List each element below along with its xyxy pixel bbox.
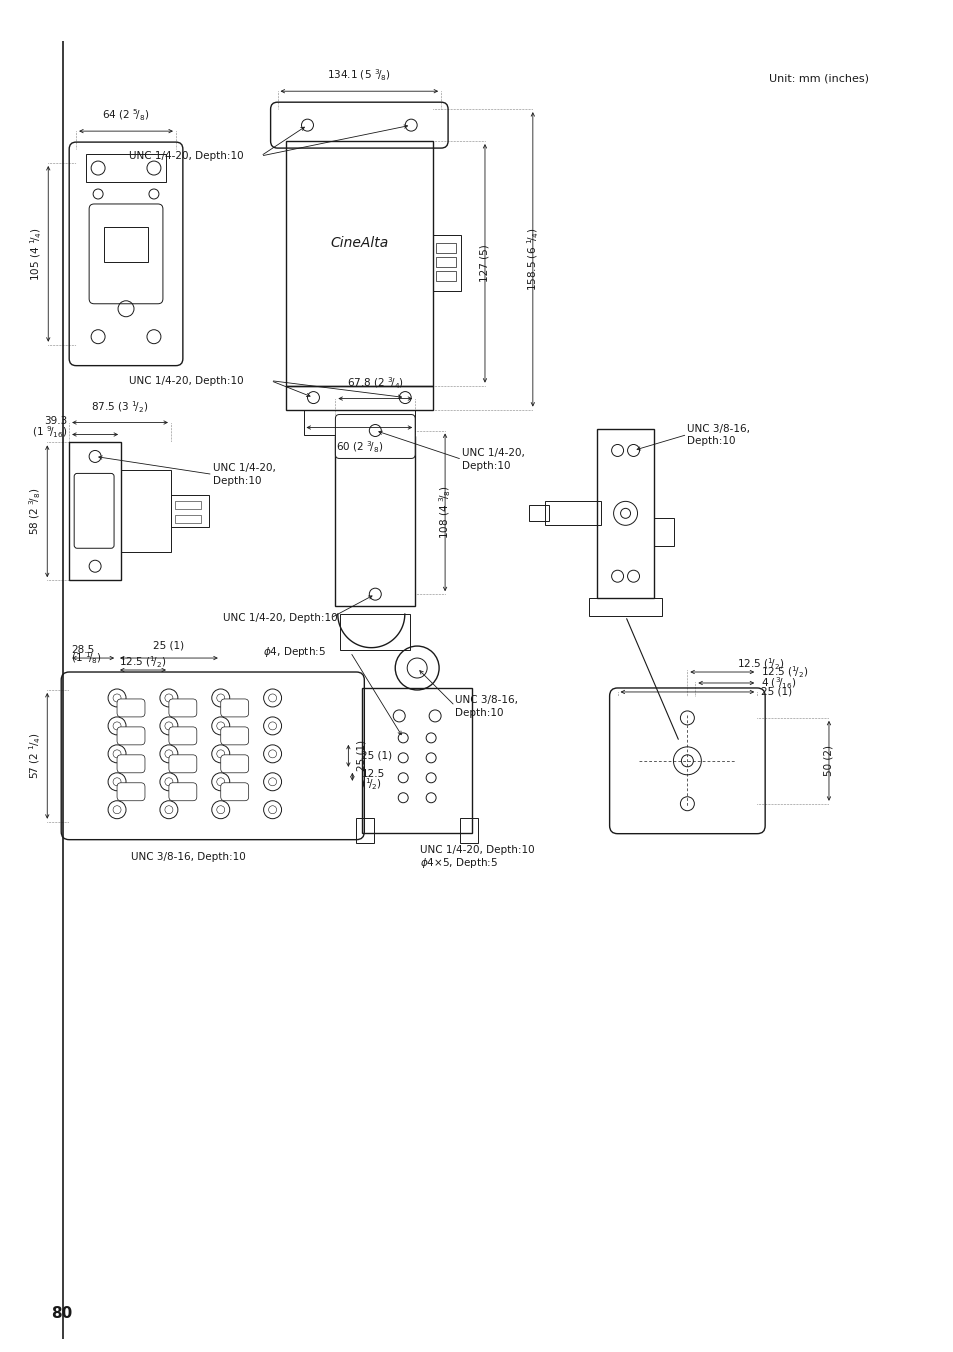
FancyBboxPatch shape xyxy=(117,727,145,745)
Text: UNC 3/8-16,: UNC 3/8-16, xyxy=(455,695,517,704)
FancyBboxPatch shape xyxy=(169,754,196,773)
Bar xyxy=(436,257,456,266)
Text: (1 $^1\!/_8$): (1 $^1\!/_8$) xyxy=(71,650,102,667)
FancyBboxPatch shape xyxy=(271,103,448,149)
Text: 158.5 (6 $^1\!/_4$): 158.5 (6 $^1\!/_4$) xyxy=(524,227,540,291)
Text: 108 (4 $^3\!/_8$): 108 (4 $^3\!/_8$) xyxy=(436,485,453,539)
FancyBboxPatch shape xyxy=(117,699,145,717)
Bar xyxy=(436,243,456,253)
Bar xyxy=(544,502,600,526)
Text: 60 (2 $^3\!/_8$): 60 (2 $^3\!/_8$) xyxy=(335,439,383,454)
Text: 105 (4 $^1\!/_4$): 105 (4 $^1\!/_4$) xyxy=(29,227,44,281)
Text: Depth:10: Depth:10 xyxy=(213,476,261,487)
Text: ($^1\!/_2$): ($^1\!/_2$) xyxy=(361,777,382,792)
Text: 57 (2 $^1\!/_4$): 57 (2 $^1\!/_4$) xyxy=(28,733,43,779)
Bar xyxy=(171,495,209,527)
Text: Depth:10: Depth:10 xyxy=(687,437,735,446)
Text: 50 (2): 50 (2) xyxy=(823,745,833,776)
Bar xyxy=(528,506,548,522)
FancyBboxPatch shape xyxy=(89,204,163,304)
FancyBboxPatch shape xyxy=(61,672,364,840)
Bar xyxy=(303,410,415,435)
Bar xyxy=(285,141,433,385)
FancyBboxPatch shape xyxy=(117,783,145,800)
FancyBboxPatch shape xyxy=(220,754,249,773)
Text: $\phi$4×5, Depth:5: $\phi$4×5, Depth:5 xyxy=(419,856,497,869)
Text: CineAlta: CineAlta xyxy=(330,235,388,250)
Bar xyxy=(436,270,456,281)
Text: UNC 1/4-20,: UNC 1/4-20, xyxy=(461,449,524,458)
Text: Unit: mm (inches): Unit: mm (inches) xyxy=(768,73,868,84)
Text: 25 (1): 25 (1) xyxy=(356,741,366,772)
Text: 12.5: 12.5 xyxy=(361,769,384,779)
FancyBboxPatch shape xyxy=(335,415,415,458)
Text: $\phi$4, Depth:5: $\phi$4, Depth:5 xyxy=(262,645,325,658)
Text: 87.5 (3 $^1\!/_2$): 87.5 (3 $^1\!/_2$) xyxy=(91,399,149,415)
FancyBboxPatch shape xyxy=(220,783,249,800)
Text: UNC 1/4-20, Depth:10: UNC 1/4-20, Depth:10 xyxy=(129,376,243,385)
Text: 67.8 (2 $^3\!/_4$): 67.8 (2 $^3\!/_4$) xyxy=(346,376,403,391)
FancyBboxPatch shape xyxy=(117,754,145,773)
FancyBboxPatch shape xyxy=(169,699,196,717)
Text: UNC 1/4-20, Depth:10: UNC 1/4-20, Depth:10 xyxy=(222,612,337,623)
Bar xyxy=(433,235,460,291)
Text: 64 (2 $^5\!/_8$): 64 (2 $^5\!/_8$) xyxy=(102,108,150,123)
Bar xyxy=(86,154,166,183)
Bar xyxy=(340,614,410,650)
Text: 12.5 ($^1\!/_2$): 12.5 ($^1\!/_2$) xyxy=(760,664,808,680)
Bar xyxy=(174,502,200,510)
FancyBboxPatch shape xyxy=(609,688,764,834)
Bar xyxy=(596,429,654,598)
FancyBboxPatch shape xyxy=(169,783,196,800)
Bar xyxy=(70,442,121,580)
Text: (1 $^9\!/_{16}$): (1 $^9\!/_{16}$) xyxy=(31,425,67,441)
Text: UNC 3/8-16, Depth:10: UNC 3/8-16, Depth:10 xyxy=(131,852,246,861)
Text: UNC 1/4-20,: UNC 1/4-20, xyxy=(213,464,275,473)
Text: 80: 80 xyxy=(51,1306,72,1321)
FancyBboxPatch shape xyxy=(74,473,114,549)
Bar xyxy=(285,385,433,410)
Bar xyxy=(104,227,148,262)
Bar xyxy=(335,437,415,606)
FancyBboxPatch shape xyxy=(70,142,183,365)
Bar xyxy=(588,598,661,617)
Text: 25 (1): 25 (1) xyxy=(361,750,392,761)
Text: 12.5 ($^1\!/_2$): 12.5 ($^1\!/_2$) xyxy=(119,654,167,671)
Bar xyxy=(654,518,674,546)
Text: 25 (1): 25 (1) xyxy=(760,687,791,698)
Text: Depth:10: Depth:10 xyxy=(461,461,510,472)
Bar xyxy=(174,515,200,523)
FancyBboxPatch shape xyxy=(220,699,249,717)
Text: Depth:10: Depth:10 xyxy=(455,708,503,718)
Text: 25 (1): 25 (1) xyxy=(153,639,184,650)
Bar xyxy=(362,688,472,833)
Text: UNC 3/8-16,: UNC 3/8-16, xyxy=(687,423,750,434)
Bar xyxy=(459,818,477,842)
FancyBboxPatch shape xyxy=(169,727,196,745)
Text: 4 ($^3\!/_{16}$): 4 ($^3\!/_{16}$) xyxy=(760,675,796,691)
Text: UNC 1/4-20, Depth:10: UNC 1/4-20, Depth:10 xyxy=(419,845,535,854)
Text: 39.3: 39.3 xyxy=(44,415,67,426)
Text: 127 (5): 127 (5) xyxy=(479,243,490,281)
Bar xyxy=(121,470,171,552)
Text: 28.5: 28.5 xyxy=(71,645,94,654)
Text: 134.1 (5 $^3\!/_8$): 134.1 (5 $^3\!/_8$) xyxy=(327,68,391,84)
FancyBboxPatch shape xyxy=(220,727,249,745)
Text: 58 (2 $^3\!/_8$): 58 (2 $^3\!/_8$) xyxy=(28,488,43,535)
Text: UNC 1/4-20, Depth:10: UNC 1/4-20, Depth:10 xyxy=(129,151,243,161)
Text: 12.5 ($^1\!/_2$): 12.5 ($^1\!/_2$) xyxy=(737,657,784,672)
Bar xyxy=(356,818,374,842)
